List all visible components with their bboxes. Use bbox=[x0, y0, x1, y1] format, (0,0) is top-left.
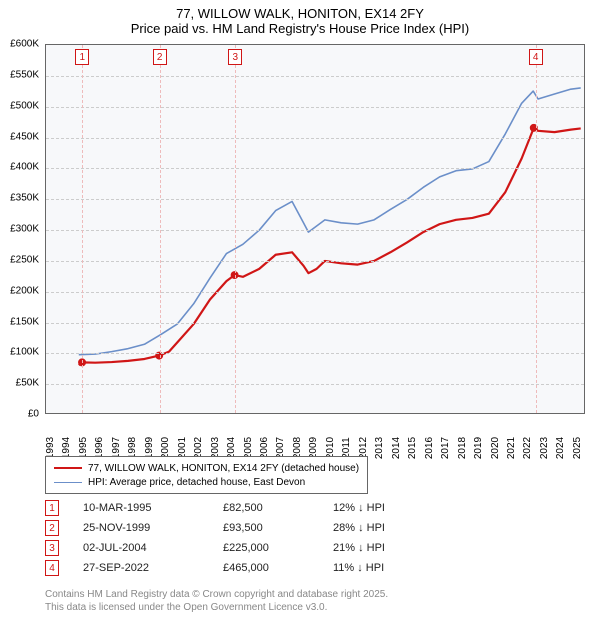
table-marker-box: 3 bbox=[45, 540, 59, 556]
gridline bbox=[46, 292, 584, 293]
event-marker-line bbox=[536, 45, 537, 413]
event-marker-line bbox=[235, 45, 236, 413]
gridline bbox=[46, 323, 584, 324]
footer-attribution: Contains HM Land Registry data © Crown c… bbox=[45, 589, 388, 614]
legend-swatch bbox=[54, 467, 82, 469]
y-tick-label: £400K bbox=[10, 162, 39, 173]
y-tick-label: £450K bbox=[10, 131, 39, 142]
y-tick-label: £500K bbox=[10, 100, 39, 111]
x-tick-label: 2024 bbox=[555, 437, 566, 459]
x-tick-label: 2021 bbox=[506, 437, 517, 459]
y-tick-label: £50K bbox=[16, 378, 39, 389]
x-tick-label: 2018 bbox=[457, 437, 468, 459]
table-delta: 28% ↓ HPI bbox=[333, 522, 453, 534]
gridline bbox=[46, 230, 584, 231]
event-marker-box: 3 bbox=[228, 49, 242, 65]
y-tick-label: £600K bbox=[10, 39, 39, 50]
table-price: £225,000 bbox=[223, 542, 333, 554]
title-subtitle: Price paid vs. HM Land Registry's House … bbox=[0, 21, 600, 36]
x-tick-label: 2020 bbox=[490, 437, 501, 459]
x-tick-label: 2025 bbox=[572, 437, 583, 459]
table-row: 4 27-SEP-2022£465,00011% ↓ HPI bbox=[45, 558, 453, 578]
table-date: 27-SEP-2022 bbox=[83, 562, 223, 574]
gridline bbox=[46, 384, 584, 385]
y-tick-label: £250K bbox=[10, 254, 39, 265]
gridline bbox=[46, 107, 584, 108]
legend-label: HPI: Average price, detached house, East… bbox=[88, 477, 305, 488]
x-axis: 1993199419951996199719981999200020012002… bbox=[45, 418, 585, 458]
table-date: 10-MAR-1995 bbox=[83, 502, 223, 514]
table-delta: 11% ↓ HPI bbox=[333, 562, 453, 574]
table-row: 3 02-JUL-2004£225,00021% ↓ HPI bbox=[45, 538, 453, 558]
event-marker-line bbox=[82, 45, 83, 413]
series-hpi bbox=[79, 88, 581, 355]
x-tick-label: 2014 bbox=[391, 437, 402, 459]
table-date: 25-NOV-1999 bbox=[83, 522, 223, 534]
event-marker-box: 1 bbox=[75, 49, 89, 65]
gridline bbox=[46, 168, 584, 169]
x-tick-label: 2019 bbox=[473, 437, 484, 459]
y-tick-label: £350K bbox=[10, 193, 39, 204]
y-tick-label: £150K bbox=[10, 316, 39, 327]
x-tick-label: 2016 bbox=[424, 437, 435, 459]
footer-line2: This data is licensed under the Open Gov… bbox=[45, 602, 388, 615]
table-row: 1 10-MAR-1995£82,50012% ↓ HPI bbox=[45, 498, 453, 518]
table-row: 2 25-NOV-1999£93,50028% ↓ HPI bbox=[45, 518, 453, 538]
x-tick-label: 2015 bbox=[407, 437, 418, 459]
x-tick-label: 2017 bbox=[440, 437, 451, 459]
x-tick-label: 2023 bbox=[539, 437, 550, 459]
x-tick-label: 2013 bbox=[374, 437, 385, 459]
gridline bbox=[46, 353, 584, 354]
series-price_paid bbox=[79, 128, 581, 365]
gridline bbox=[46, 76, 584, 77]
table-delta: 21% ↓ HPI bbox=[333, 542, 453, 554]
table-date: 02-JUL-2004 bbox=[83, 542, 223, 554]
y-tick-label: £100K bbox=[10, 347, 39, 358]
y-axis: £0£50K£100K£150K£200K£250K£300K£350K£400… bbox=[0, 44, 43, 414]
chart-container: 77, WILLOW WALK, HONITON, EX14 2FY Price… bbox=[0, 0, 600, 620]
y-tick-label: £300K bbox=[10, 224, 39, 235]
table-marker-box: 1 bbox=[45, 500, 59, 516]
x-tick-label: 2022 bbox=[522, 437, 533, 459]
table-price: £93,500 bbox=[223, 522, 333, 534]
table-delta: 12% ↓ HPI bbox=[333, 502, 453, 514]
table-marker-box: 2 bbox=[45, 520, 59, 536]
table-price: £465,000 bbox=[223, 562, 333, 574]
chart-title: 77, WILLOW WALK, HONITON, EX14 2FY Price… bbox=[0, 0, 600, 36]
y-tick-label: £200K bbox=[10, 285, 39, 296]
footer-line1: Contains HM Land Registry data © Crown c… bbox=[45, 589, 388, 602]
table-price: £82,500 bbox=[223, 502, 333, 514]
legend-row: 77, WILLOW WALK, HONITON, EX14 2FY (deta… bbox=[54, 461, 359, 475]
title-address: 77, WILLOW WALK, HONITON, EX14 2FY bbox=[0, 6, 600, 21]
y-tick-label: £0 bbox=[28, 409, 39, 420]
plot-svg bbox=[46, 45, 584, 413]
legend-swatch bbox=[54, 482, 82, 483]
gridline bbox=[46, 199, 584, 200]
gridline bbox=[46, 261, 584, 262]
legend-row: HPI: Average price, detached house, East… bbox=[54, 475, 359, 489]
table-marker-box: 4 bbox=[45, 560, 59, 576]
legend-label: 77, WILLOW WALK, HONITON, EX14 2FY (deta… bbox=[88, 463, 359, 474]
y-tick-label: £550K bbox=[10, 69, 39, 80]
legend: 77, WILLOW WALK, HONITON, EX14 2FY (deta… bbox=[45, 456, 368, 494]
event-marker-box: 4 bbox=[529, 49, 543, 65]
event-marker-line bbox=[160, 45, 161, 413]
gridline bbox=[46, 138, 584, 139]
event-marker-box: 2 bbox=[153, 49, 167, 65]
events-table: 1 10-MAR-1995£82,50012% ↓ HPI 2 25-NOV-1999… bbox=[45, 498, 453, 578]
plot-area: 1 2 3 4 bbox=[45, 44, 585, 414]
